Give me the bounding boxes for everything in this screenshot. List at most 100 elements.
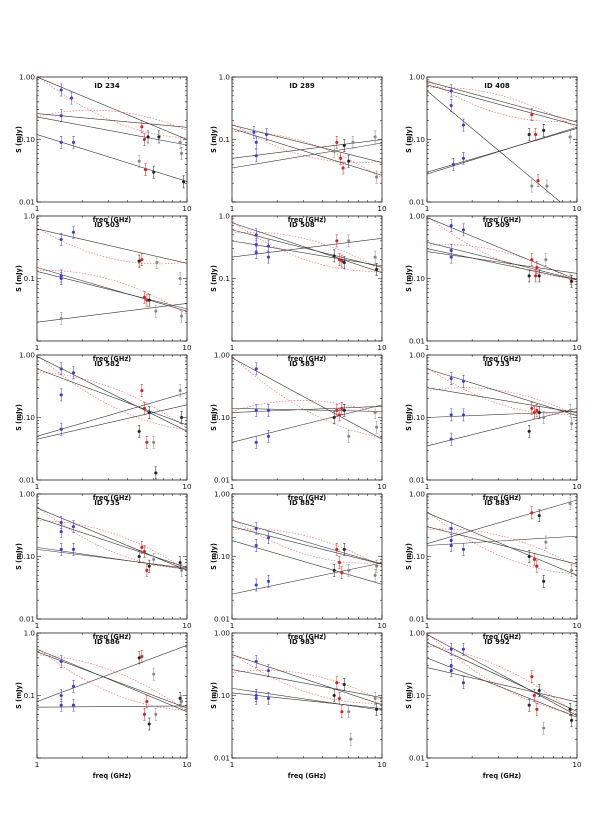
plot-area [427,633,577,735]
data-point [142,549,147,554]
y-tick-label: 0.10 [409,413,425,422]
plot-frame [231,493,383,620]
fit-line [427,526,577,565]
plot-area [427,497,577,588]
x-tick-label: 1 [425,343,430,352]
y-tick-label: 1.00 [19,351,35,360]
data-point [59,659,63,664]
data-point [266,669,271,673]
y-tick-label: 1.0 [219,212,231,221]
data-point [536,178,540,183]
model-curve [37,270,187,315]
data-point [254,696,258,700]
panel: 1 10 1.0 0.1 freq (GHz) S (mJy) ID 289 [210,73,387,225]
plot-frame [426,215,578,342]
data-point [569,718,574,722]
model-curve [427,511,577,575]
data-point [254,242,258,247]
data-point [147,410,151,415]
data-point [254,440,258,444]
fit-line [232,526,382,565]
fit-line [427,126,577,175]
plot-frame [231,76,383,203]
x-tick-label: 10 [182,343,192,352]
x-tick-label: 1 [230,343,235,352]
plot-area [427,216,577,288]
data-point [530,511,534,515]
panel: 1 10 1.00 0.10 0.01 freq (GHz) S (mJy) ID 992 [405,629,582,781]
fit-line [232,562,382,595]
plot-frame [36,493,188,620]
model-curve [427,387,577,417]
x-tick-label: 10 [377,621,387,630]
x-tick-label: 1 [35,343,40,352]
data-point [537,410,541,415]
panel-title: ID 509 [484,221,510,229]
data-point [568,502,572,506]
data-point [568,707,572,711]
plot-frame [36,354,188,481]
y-tick-label: 0.01 [19,615,35,624]
data-point [461,647,466,651]
model-curve [427,528,577,568]
fit-line [232,404,382,443]
y-tick-label: 1.00 [409,351,425,360]
data-point [461,379,466,383]
x-tick-label: 10 [572,343,582,352]
fit-line [427,387,577,413]
fit-line [37,113,187,128]
fit-line [37,648,187,713]
x-axis-label: freq (GHz) [93,772,131,780]
y-tick-label: 1.0 [24,629,36,638]
x-tick-label: 10 [182,204,192,213]
x-axis-label: freq (GHz) [483,772,521,780]
plot-area [37,77,187,189]
panel-title: ID 735 [94,499,120,507]
model-curve [232,518,382,564]
panel-title: ID 503 [94,221,120,229]
y-tick-label: 0.01 [409,754,425,763]
data-point [332,693,336,698]
y-tick-label: 0.01 [214,615,230,624]
panel: 1 10 1.00 0.10 0.01 freq (GHz) S (mJy) ID 882 [210,490,387,642]
y-tick-label: 0.01 [409,615,425,624]
data-point [347,710,351,714]
panel: 1 10 1.00 0.10 0.01 freq (GHz) S (mJy) ID 582 [15,351,192,503]
data-point [152,672,156,676]
fit-line [37,651,187,709]
data-point [461,681,466,685]
data-point [59,114,63,118]
y-tick-label: 1.00 [214,629,230,638]
data-point [544,540,548,544]
y-axis-label: S (mJy) [405,682,413,709]
data-point [59,520,63,525]
panel: 1 10 1.0 0.1 freq (GHz) S (mJy) ID 886 [15,629,192,781]
fit-line [427,667,577,703]
y-tick-label: 0.10 [409,135,425,144]
y-axis-label: S (mJy) [15,543,23,570]
y-axis-label: S (mJy) [210,404,218,431]
data-point [254,367,258,371]
data-point [527,429,531,433]
fit-line [427,499,577,545]
data-point [568,408,572,412]
y-tick-label: 0.10 [214,413,230,422]
y-axis-label: S (mJy) [210,682,218,709]
model-curve [232,220,382,272]
x-tick-label: 1 [35,204,40,213]
model-curve [427,367,577,415]
data-point [347,239,351,243]
y-tick-label: 0.01 [19,198,35,207]
plot-area [37,355,187,480]
data-point [137,159,141,163]
fit-line [232,124,382,163]
x-tick-label: 1 [230,621,235,630]
x-axis-label: freq (GHz) [288,216,326,224]
data-point [152,440,156,444]
panel: 1 10 1.00 0.10 0.01 freq (GHz) S (mJy) ID 583 [210,351,387,503]
y-tick-label: 0.1 [219,135,230,144]
data-point [152,170,156,174]
fit-line [37,77,187,140]
data-point [532,410,537,415]
data-point [178,140,182,144]
